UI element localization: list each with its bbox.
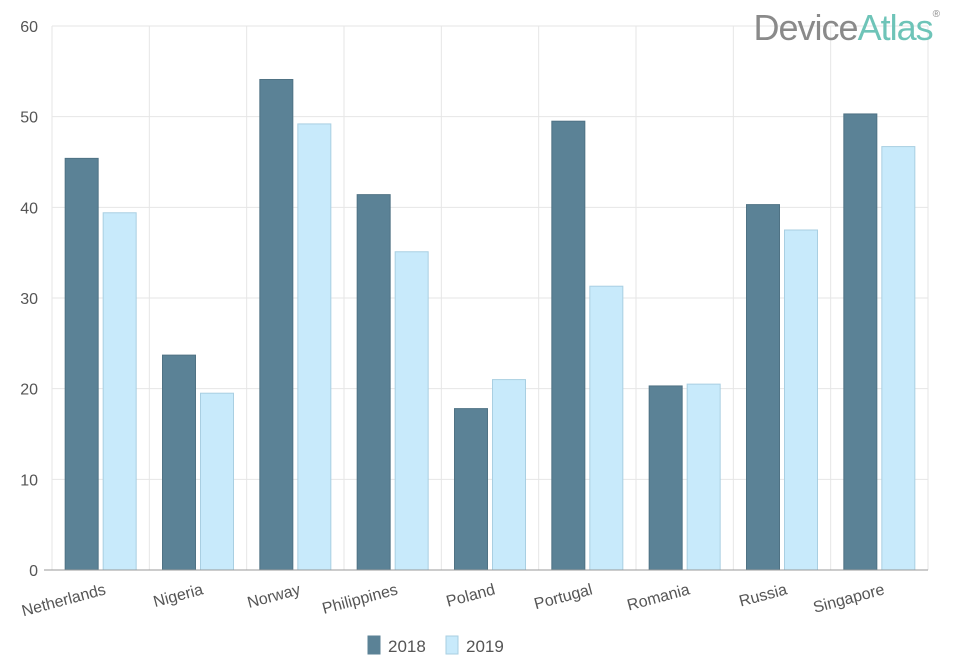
bar-2019-russia[interactable]	[784, 229, 818, 571]
legend-swatch-2018	[367, 635, 381, 655]
y-tick-label: 20	[20, 382, 38, 399]
bar-2019-norway[interactable]	[297, 123, 332, 571]
x-tick-label-nigeria: Nigeria	[152, 581, 205, 611]
bar-2018-norway[interactable]	[259, 78, 294, 571]
y-tick-label: 10	[20, 472, 38, 489]
grid-lines	[51, 25, 929, 570]
bar-2018-philippines[interactable]	[356, 194, 391, 571]
legend[interactable]: 2018 2019	[367, 635, 504, 656]
legend-label-2018: 2018	[388, 637, 426, 656]
bar-2018-singapore[interactable]	[843, 113, 878, 571]
legend-swatch-2019	[445, 635, 459, 655]
x-tick-label-singapore: Singapore	[812, 581, 887, 616]
bar-2019-portugal[interactable]	[589, 285, 624, 571]
bar-2019-philippines[interactable]	[394, 251, 429, 571]
y-tick-label: 30	[20, 291, 38, 308]
legend-item-2019[interactable]: 2019	[445, 635, 504, 656]
bar-2018-portugal[interactable]	[551, 120, 586, 571]
bars	[64, 78, 916, 571]
y-tick-label: 40	[20, 200, 38, 217]
bar-2019-nigeria[interactable]	[200, 392, 234, 571]
x-tick-label-romania: Romania	[625, 581, 691, 614]
bar-2018-netherlands[interactable]	[64, 157, 99, 571]
bar-2018-poland[interactable]	[454, 408, 488, 571]
y-tick-label: 60	[20, 19, 38, 36]
deviceatlas-logo: DeviceAtlas®	[753, 7, 941, 48]
x-tick-label-norway: Norway	[246, 581, 303, 611]
legend-label-2019: 2019	[466, 637, 504, 656]
bar-2019-singapore[interactable]	[881, 146, 916, 571]
x-tick-label-russia: Russia	[737, 581, 789, 610]
logo-registered-mark: ®	[932, 9, 940, 20]
x-tick-label-portugal: Portugal	[532, 581, 594, 613]
x-tick-label-philippines: Philippines	[321, 581, 400, 617]
logo-device-text: Device	[753, 7, 859, 48]
y-tick-label: 0	[29, 563, 38, 580]
legend-item-2018[interactable]: 2018	[367, 635, 426, 656]
x-tick-label-poland: Poland	[445, 581, 498, 610]
logo-atlas-text: Atlas	[857, 7, 934, 48]
bar-2018-nigeria[interactable]	[162, 354, 196, 571]
y-tick-label: 50	[20, 110, 38, 127]
bar-2019-netherlands[interactable]	[102, 212, 137, 571]
bar-2018-romania[interactable]	[648, 385, 683, 571]
x-tick-label-netherlands: Netherlands	[20, 581, 108, 620]
bar-2019-romania[interactable]	[686, 383, 721, 571]
bar-2019-poland[interactable]	[492, 379, 526, 571]
bar-2018-russia[interactable]	[746, 204, 780, 571]
